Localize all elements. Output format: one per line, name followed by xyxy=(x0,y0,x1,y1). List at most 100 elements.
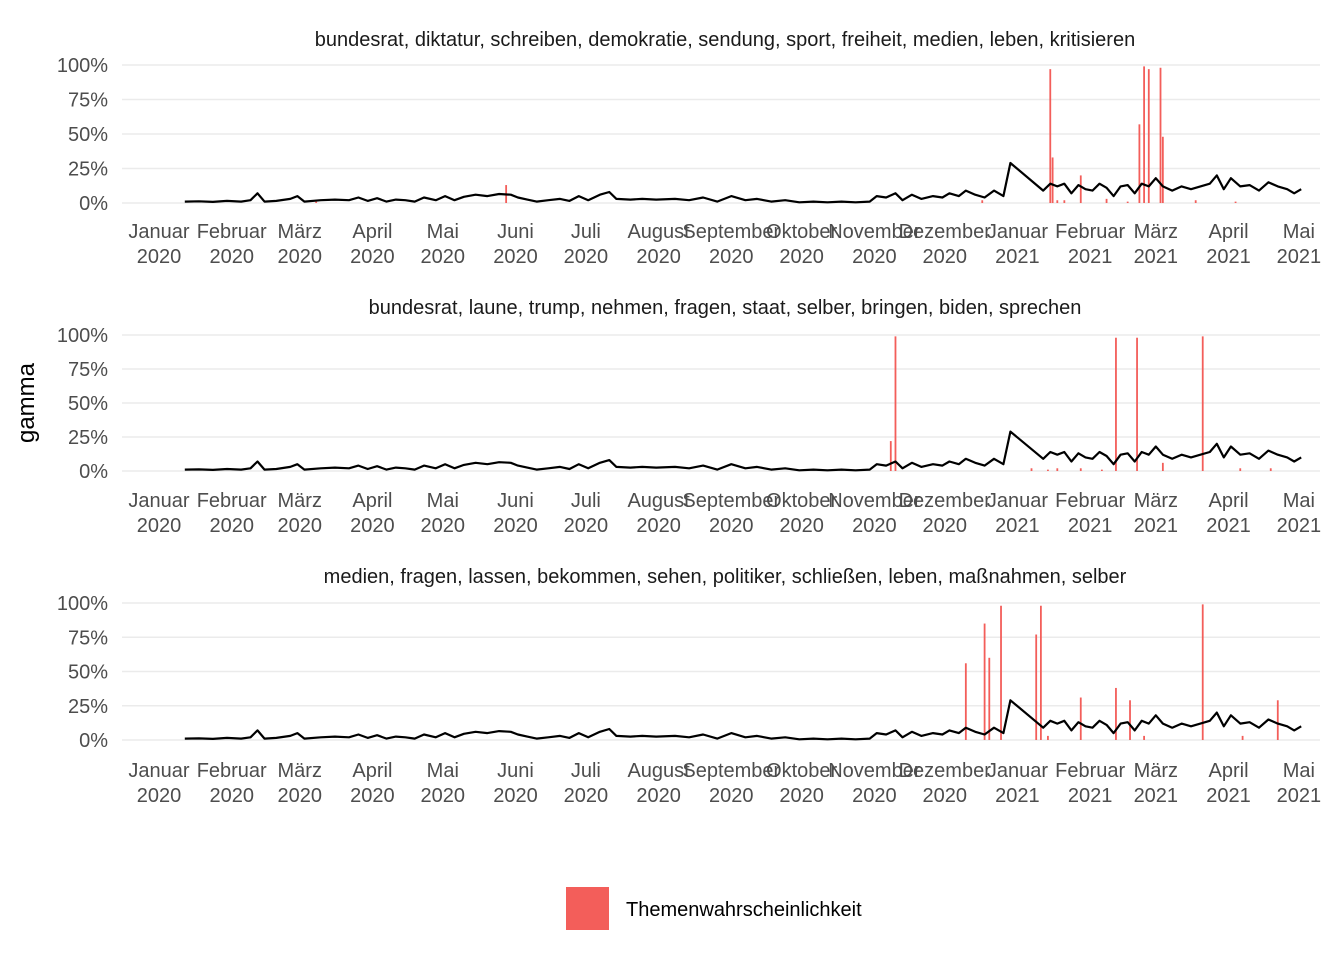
y-tick-label: 0% xyxy=(79,193,108,215)
y-tick-label: 100% xyxy=(57,593,108,615)
x-tick-label: Dezember 2020 xyxy=(899,221,992,268)
x-tick-label: Mai 2020 xyxy=(421,490,466,537)
y-axis-label: gamma xyxy=(13,362,40,443)
x-tick-label: April 2020 xyxy=(350,490,395,537)
bar xyxy=(1105,198,1108,203)
bar xyxy=(894,336,897,471)
x-tick-label: Februar 2020 xyxy=(197,490,267,537)
bar xyxy=(981,200,984,203)
bar xyxy=(1063,200,1066,203)
bar xyxy=(1201,336,1204,471)
bar xyxy=(1056,200,1059,203)
series-line xyxy=(184,430,1302,472)
bar xyxy=(1047,469,1049,471)
bar xyxy=(983,623,986,740)
x-tick-label: März 2020 xyxy=(277,490,322,537)
bar xyxy=(988,657,991,740)
x-tick-label: Januar 2020 xyxy=(128,760,189,807)
x-tick-label: Januar 2020 xyxy=(128,490,189,537)
x-tick-label: April 2021 xyxy=(1206,490,1251,537)
x-tick-label: Oktober 2020 xyxy=(766,221,837,268)
bar xyxy=(1115,337,1117,471)
y-tick-label: 25% xyxy=(68,159,108,181)
x-tick-label: Juli 2020 xyxy=(564,221,609,268)
y-tick-label: 100% xyxy=(57,55,108,77)
y-tick-label: 75% xyxy=(68,359,108,381)
x-tick-label: Oktober 2020 xyxy=(766,490,837,537)
bar xyxy=(964,663,967,740)
x-tick-label: Mai 2021 xyxy=(1277,221,1322,268)
bar xyxy=(315,201,318,203)
bar xyxy=(1136,337,1138,471)
x-tick-label: Februar 2020 xyxy=(197,221,267,268)
y-tick-label: 100% xyxy=(57,325,108,347)
x-tick-label: März 2020 xyxy=(277,221,322,268)
x-tick-label: Januar 2020 xyxy=(128,221,189,268)
x-tick-label: Mai 2021 xyxy=(1277,490,1322,537)
bar xyxy=(1234,201,1237,203)
x-tick-label: März 2020 xyxy=(277,760,322,807)
bar xyxy=(1115,687,1117,740)
x-tick-label: Januar 2021 xyxy=(987,221,1048,268)
x-tick-label: April 2020 xyxy=(350,760,395,807)
x-tick-label: April 2020 xyxy=(350,221,395,268)
bar xyxy=(1047,735,1049,740)
x-tick-label: Februar 2021 xyxy=(1055,221,1125,268)
bar xyxy=(1126,201,1129,203)
bar xyxy=(1079,468,1082,471)
bar xyxy=(1035,634,1038,740)
x-tick-label: Juni 2020 xyxy=(493,221,538,268)
bar xyxy=(1100,469,1103,471)
series-line xyxy=(184,699,1302,741)
bar xyxy=(1143,735,1145,740)
y-tick-label: 25% xyxy=(68,696,108,718)
bar xyxy=(889,441,892,471)
x-tick-label: Juni 2020 xyxy=(493,490,538,537)
y-tick-label: 50% xyxy=(68,393,108,415)
x-tick-label: September 2020 xyxy=(682,490,780,537)
x-tick-label: November 2020 xyxy=(828,490,921,537)
x-tick-label: März 2021 xyxy=(1134,490,1179,537)
bar xyxy=(1143,66,1145,203)
x-tick-label: September 2020 xyxy=(682,760,780,807)
x-tick-label: Dezember 2020 xyxy=(899,490,992,537)
bar xyxy=(1030,468,1033,471)
y-tick-label: 0% xyxy=(79,461,108,483)
facet-title: bundesrat, laune, trump, nehmen, fragen,… xyxy=(369,297,1082,319)
x-tick-label: Mai 2020 xyxy=(421,760,466,807)
facet-panel-3: medien, fragen, lassen, bekommen, sehen,… xyxy=(57,566,1321,807)
y-tick-label: 0% xyxy=(79,730,108,752)
x-tick-label: Februar 2021 xyxy=(1055,490,1125,537)
x-tick-label: Januar 2021 xyxy=(987,760,1048,807)
x-tick-label: Dezember 2020 xyxy=(899,760,992,807)
bar xyxy=(1159,67,1162,203)
legend-label: Themenwahrscheinlichkeit xyxy=(626,899,862,921)
bar xyxy=(1241,735,1244,740)
x-tick-label: Juli 2020 xyxy=(564,760,609,807)
x-tick-label: März 2021 xyxy=(1134,221,1179,268)
y-tick-label: 25% xyxy=(68,427,108,449)
y-tick-label: 50% xyxy=(68,124,108,146)
bar xyxy=(1276,700,1279,740)
x-tick-label: August 2020 xyxy=(627,490,690,537)
facets: bundesrat, diktatur, schreiben, demokrat… xyxy=(57,29,1321,807)
x-tick-label: Oktober 2020 xyxy=(766,760,837,807)
x-tick-label: Februar 2020 xyxy=(197,760,267,807)
bar xyxy=(1161,136,1164,203)
x-tick-label: April 2021 xyxy=(1206,221,1251,268)
bar xyxy=(1049,69,1052,203)
x-tick-label: Juli 2020 xyxy=(564,490,609,537)
x-tick-label: April 2021 xyxy=(1206,760,1251,807)
x-tick-label: August 2020 xyxy=(627,221,690,268)
facet-panel-1: bundesrat, diktatur, schreiben, demokrat… xyxy=(57,29,1321,268)
bar xyxy=(1079,697,1082,740)
bar xyxy=(1161,462,1164,471)
bar xyxy=(1000,605,1002,740)
y-tick-label: 50% xyxy=(68,662,108,684)
legend: Themenwahrscheinlichkeit xyxy=(566,887,862,930)
y-tick-label: 75% xyxy=(68,90,108,112)
bar xyxy=(1194,200,1197,203)
x-tick-label: März 2021 xyxy=(1134,760,1179,807)
x-tick-label: Mai 2021 xyxy=(1277,760,1322,807)
